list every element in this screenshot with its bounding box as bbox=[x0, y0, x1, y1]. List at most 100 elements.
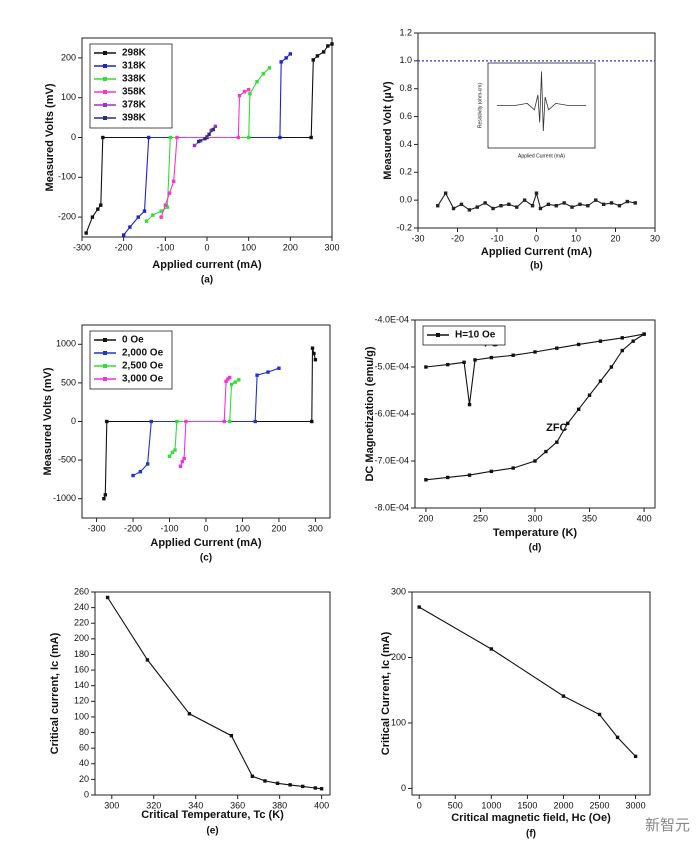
y-tick-label: -1000 bbox=[53, 493, 76, 503]
data-point bbox=[609, 201, 614, 205]
data-point bbox=[533, 350, 537, 354]
legend-label: 3,000 Oe bbox=[122, 374, 164, 385]
data-point bbox=[211, 127, 215, 132]
data-point bbox=[576, 342, 581, 347]
y-axis-label: Measured Volts (mV) bbox=[44, 83, 56, 191]
data-point bbox=[522, 198, 527, 202]
data-point bbox=[159, 215, 163, 219]
plot-frame bbox=[411, 591, 651, 796]
x-tick-label: -20 bbox=[451, 233, 464, 243]
data-point bbox=[417, 605, 421, 609]
data-point bbox=[507, 202, 511, 207]
x-tick-label: 1000 bbox=[481, 800, 501, 810]
data-point bbox=[489, 647, 494, 651]
data-point bbox=[267, 66, 272, 70]
data-point bbox=[321, 50, 326, 54]
x-tick-label: -200 bbox=[124, 523, 142, 533]
y-tick-label: 200 bbox=[391, 652, 406, 662]
data-point bbox=[168, 135, 173, 140]
caption: (d) bbox=[529, 543, 542, 554]
y-tick-label: 140 bbox=[74, 680, 89, 690]
y-tick-label: -100 bbox=[58, 172, 76, 182]
x-axis-label: Applied Current (mA) bbox=[481, 246, 593, 258]
legend-marker bbox=[103, 351, 107, 355]
data-point bbox=[226, 377, 230, 381]
x-tick-label: 300 bbox=[527, 513, 542, 523]
x-tick-label: -30 bbox=[411, 233, 424, 243]
y-axis-label: Measured Volt (µV) bbox=[382, 81, 394, 180]
data-point bbox=[538, 206, 543, 211]
x-tick-label: 250 bbox=[473, 513, 488, 523]
data-point bbox=[187, 712, 192, 716]
data-point bbox=[598, 379, 603, 383]
data-point bbox=[462, 360, 466, 364]
caption: (a) bbox=[201, 275, 213, 286]
x-tick-label: 20 bbox=[610, 233, 620, 243]
data-point bbox=[173, 448, 177, 452]
data-point bbox=[163, 203, 168, 207]
y-tick-label: -0.2 bbox=[396, 222, 412, 232]
data-point bbox=[145, 462, 150, 466]
data-point bbox=[192, 143, 197, 148]
data-point bbox=[483, 201, 487, 205]
data-point bbox=[229, 733, 234, 738]
y-tick-label: 0.6 bbox=[399, 111, 412, 121]
data-point bbox=[175, 135, 179, 140]
y-tick-label: 200 bbox=[61, 52, 76, 62]
x-tick-label: -300 bbox=[73, 242, 91, 252]
x-tick-label: 0 bbox=[417, 800, 422, 810]
x-tick-label: 400 bbox=[314, 800, 329, 810]
y-tick-label: 20 bbox=[79, 774, 89, 784]
data-point bbox=[288, 783, 292, 787]
y-tick-label: 0.4 bbox=[399, 139, 412, 149]
data-point bbox=[311, 58, 315, 62]
y-tick-label: 0 bbox=[401, 783, 406, 793]
legend-box bbox=[422, 325, 506, 346]
data-point bbox=[246, 135, 251, 140]
plot-frame bbox=[94, 591, 331, 796]
caption: (e) bbox=[206, 826, 218, 837]
y-tick-label: 220 bbox=[74, 618, 89, 628]
x-tick-label: 500 bbox=[448, 800, 463, 810]
x-axis-label: Applied Current (mA) bbox=[150, 537, 262, 549]
data-point bbox=[149, 419, 153, 424]
data-point bbox=[511, 353, 515, 357]
data-point bbox=[209, 128, 213, 133]
y-tick-label: -4.0E-04 bbox=[374, 314, 409, 324]
watermark: 新智元 bbox=[645, 816, 690, 834]
data-point bbox=[167, 454, 172, 458]
data-point bbox=[313, 358, 318, 362]
legend-marker bbox=[103, 77, 107, 81]
data-point bbox=[101, 135, 105, 140]
inset-x-label: Applied Current (mA) bbox=[518, 153, 565, 159]
data-point bbox=[436, 204, 440, 208]
data-point bbox=[578, 202, 582, 207]
data-point bbox=[554, 204, 558, 208]
data-point bbox=[301, 784, 305, 789]
data-point bbox=[103, 493, 108, 497]
data-point bbox=[620, 336, 624, 340]
x-tick-label: 300 bbox=[324, 242, 339, 252]
y-axis-label: Measured Volts (mV) bbox=[42, 367, 54, 475]
data-point bbox=[142, 209, 147, 213]
y-tick-label: 100 bbox=[74, 711, 89, 721]
legend-label: 2,000 Oe bbox=[122, 348, 164, 359]
data-point bbox=[424, 365, 428, 369]
y-tick-label: 180 bbox=[74, 649, 89, 659]
legend-marker bbox=[103, 51, 107, 55]
data-point bbox=[182, 456, 186, 461]
x-tick-label: 100 bbox=[241, 242, 256, 252]
x-tick-label: 0 bbox=[204, 242, 209, 252]
y-tick-label: 100 bbox=[61, 92, 76, 102]
y-tick-label: 0 bbox=[71, 416, 76, 426]
data-point bbox=[446, 475, 450, 480]
data-point bbox=[171, 179, 176, 183]
legend-label: 358K bbox=[122, 87, 147, 98]
data-point bbox=[138, 469, 143, 474]
data-point bbox=[279, 60, 283, 64]
data-point bbox=[266, 370, 270, 374]
y-tick-label: 0 bbox=[71, 132, 76, 142]
x-tick-label: 10 bbox=[571, 233, 581, 243]
data-point bbox=[489, 469, 494, 474]
